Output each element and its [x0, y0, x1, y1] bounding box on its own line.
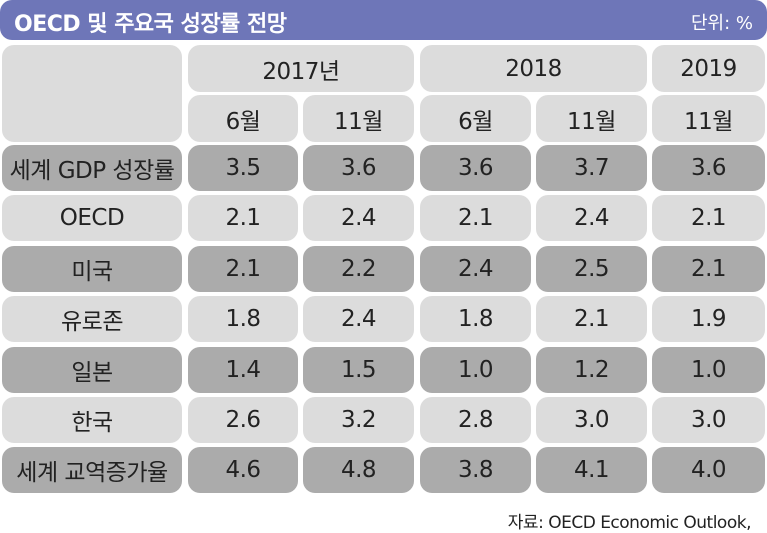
- value-cell: 2.5: [536, 245, 647, 292]
- month-header: 6월: [420, 95, 531, 142]
- value-cell: 2.4: [303, 195, 414, 242]
- value-cell: 1.8: [420, 296, 531, 343]
- year-header: 2019: [652, 45, 765, 92]
- month-header: 11월: [652, 95, 765, 142]
- row-label: 세계 GDP 성장률: [2, 145, 182, 191]
- row-label: 미국: [2, 245, 182, 292]
- month-header: 6월: [188, 95, 298, 142]
- row-label: 한국: [2, 397, 182, 443]
- row-label: 유로존: [2, 296, 182, 343]
- value-cell: 2.2: [303, 245, 414, 292]
- row-label: 세계 교역증가율: [2, 447, 182, 494]
- value-cell: 2.6: [188, 397, 298, 443]
- value-cell: 2.4: [420, 245, 531, 292]
- value-cell: 3.6: [652, 145, 765, 191]
- source: 자료: OECD Economic Outlook,: [507, 513, 752, 533]
- value-cell: 4.1: [536, 447, 647, 494]
- title-bar: OECD 및 주요국 성장률 전망 단위: %: [0, 0, 767, 40]
- value-cell: 4.0: [652, 447, 765, 494]
- value-cell: 1.4: [188, 346, 298, 393]
- value-cell: 3.7: [536, 145, 647, 191]
- value-cell: 3.0: [536, 397, 647, 443]
- value-cell: 2.1: [188, 245, 298, 292]
- corner-cell: [2, 45, 182, 142]
- value-cell: 1.9: [652, 296, 765, 343]
- value-cell: 3.0: [652, 397, 765, 443]
- value-cell: 3.6: [303, 145, 414, 191]
- value-cell: 1.5: [303, 346, 414, 393]
- row-label: 일본: [2, 346, 182, 393]
- value-cell: 1.8: [188, 296, 298, 343]
- value-cell: 2.4: [303, 296, 414, 343]
- year-header: 2017년: [188, 45, 414, 92]
- value-cell: 3.8: [420, 447, 531, 494]
- value-cell: 4.6: [188, 447, 298, 494]
- value-cell: 1.0: [420, 346, 531, 393]
- value-cell: 2.1: [652, 245, 765, 292]
- value-cell: 2.1: [188, 195, 298, 242]
- value-cell: 2.8: [420, 397, 531, 443]
- value-cell: 2.1: [536, 296, 647, 343]
- value-cell: 3.5: [188, 145, 298, 191]
- value-cell: 1.2: [536, 346, 647, 393]
- value-cell: 1.0: [652, 346, 765, 393]
- value-cell: 2.4: [536, 195, 647, 242]
- title: OECD 및 주요국 성장률 전망: [14, 12, 287, 37]
- value-cell: 2.1: [420, 195, 531, 242]
- year-header: 2018: [420, 45, 647, 92]
- value-cell: 4.8: [303, 447, 414, 494]
- month-header: 11월: [536, 95, 647, 142]
- value-cell: 3.2: [303, 397, 414, 443]
- value-cell: 3.6: [420, 145, 531, 191]
- value-cell: 2.1: [652, 195, 765, 242]
- month-header: 11월: [303, 95, 414, 142]
- unit: 단위: %: [690, 13, 753, 34]
- row-label: OECD: [2, 195, 182, 242]
